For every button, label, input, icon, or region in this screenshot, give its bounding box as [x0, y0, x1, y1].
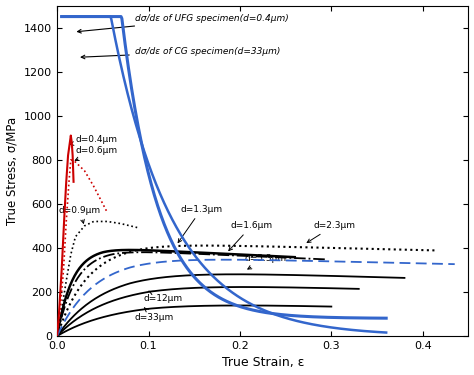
Text: dσ/dε of CG specimen(d=33μm): dσ/dε of CG specimen(d=33μm): [81, 47, 280, 59]
Text: dσ/dε of UFG specimen(d=0.4μm): dσ/dε of UFG specimen(d=0.4μm): [78, 14, 289, 33]
Text: d=1.6μm: d=1.6μm: [229, 221, 273, 251]
Text: d=5.3μm: d=5.3μm: [245, 254, 287, 269]
Text: d=0.9μm: d=0.9μm: [59, 206, 101, 223]
Text: d=33μm: d=33μm: [135, 308, 174, 321]
Text: d=0.4μm: d=0.4μm: [70, 135, 118, 146]
Text: d=0.6μm: d=0.6μm: [75, 146, 118, 160]
Text: d=12μm: d=12μm: [144, 291, 183, 303]
Y-axis label: True Stress, σ/MPa: True Stress, σ/MPa: [6, 117, 18, 225]
X-axis label: True Strain, ε: True Strain, ε: [221, 357, 304, 369]
Text: d=2.3μm: d=2.3μm: [307, 221, 355, 243]
Text: d=1.3μm: d=1.3μm: [178, 204, 223, 243]
